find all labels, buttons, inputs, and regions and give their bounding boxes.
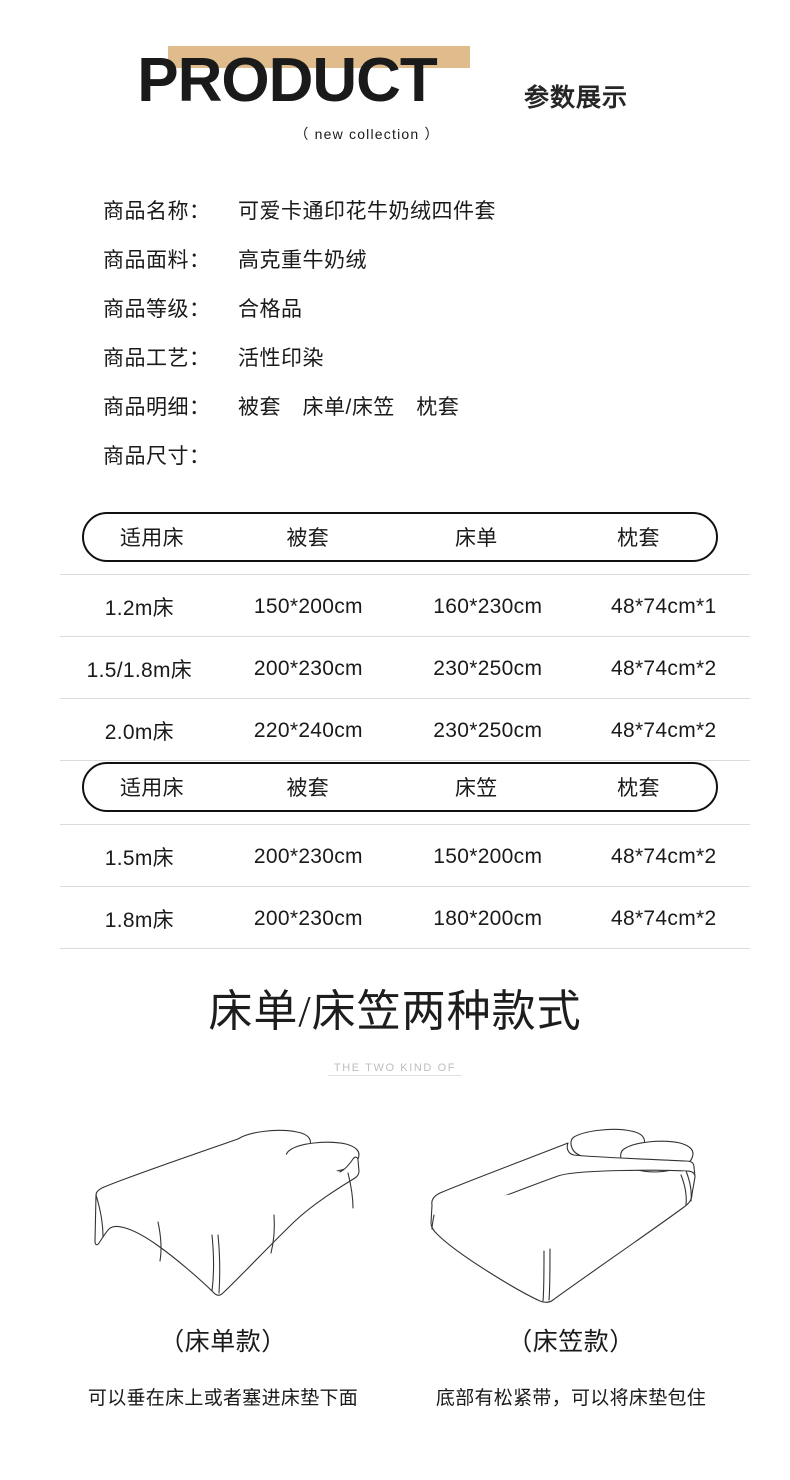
spec-row: 商品等级： 合格品 [103,293,703,342]
row-divider [60,824,750,825]
caption-description: 底部有松紧带，可以将床垫包住 [435,1388,707,1409]
table-row: 2.0m床 220*240cm 230*250cm 48*74cm*2 [60,698,750,764]
table-header-row: 适用床 被套 床笠 枕套 [82,762,718,812]
styles-section-heading: 床单/床笠两种款式 [208,987,582,1036]
table-cell: 230*250cm [433,657,543,680]
table-header-pill [82,762,718,812]
table-cell: 160*230cm [433,595,543,618]
table-cell: 1.2m床 [104,597,174,620]
row-divider [60,636,750,637]
spec-value: 活性印染 [238,347,324,370]
table-cell: 48*74cm*2 [611,719,717,742]
page-header: PRODUCT 参数展示 （ new collection ） [0,0,790,160]
spec-row: 商品面料： 高克重牛奶绒 [103,244,703,293]
row-divider [60,574,750,575]
caption-column-fitted-sheet: （床笠款） [396,1322,746,1358]
table-cell: 2.0m床 [104,721,174,744]
column-header: 床笠 [455,777,498,800]
table-cell: 150*200cm [433,845,543,868]
row-divider [60,760,750,761]
caption-column-flat-sheet-desc: 可以垂在床上或者塞进床垫下面 [48,1383,398,1410]
spec-value: 合格品 [238,298,303,321]
title-wrap: PRODUCT [0,48,790,118]
table-cell: 48*74cm*1 [611,595,717,618]
styles-section-subtitle: THE TWO KIND OF [327,1062,463,1076]
table-cell: 200*230cm [253,907,363,930]
new-collection-label: （ new collection ） [294,126,440,142]
table-cell: 220*240cm [253,719,363,742]
illustration-row [0,1115,790,1315]
spec-label: 商品名称： [103,200,211,223]
table-cell: 230*250cm [433,719,543,742]
column-header: 床单 [455,527,498,550]
table-header-pill [82,512,718,562]
column-header: 被套 [286,777,330,800]
title-accent-bar [168,46,470,68]
spec-label: 商品面料： [103,249,211,272]
column-header: 被套 [286,527,330,550]
page-title: PRODUCT [137,46,438,115]
row-divider [60,886,750,887]
table-cell: 200*230cm [253,657,363,680]
column-header: 适用床 [120,777,184,800]
table-cell: 180*200cm [433,907,543,930]
caption-title: （床笠款） [507,1328,635,1356]
spec-row: 商品工艺： 活性印染 [103,342,703,391]
spec-label: 商品尺寸： [103,445,211,468]
table-row: 1.5/1.8m床 200*230cm 230*250cm 48*74cm*2 [60,636,750,702]
spec-value: 被套 床单/床笠 枕套 [238,396,460,419]
page-subtitle-cn: 参数展示 [524,84,629,112]
table-cell: 48*74cm*2 [611,657,717,680]
column-header: 适用床 [120,527,184,550]
spec-row: 商品明细： 被套 床单/床笠 枕套 [103,391,703,440]
column-header: 枕套 [617,777,660,800]
fitted-sheet-bed-icon [398,1115,738,1315]
spec-row: 商品尺寸： [103,440,703,489]
table-cell: 1.5/1.8m床 [86,659,193,682]
column-header: 枕套 [617,527,660,550]
caption-description: 可以垂在床上或者塞进床垫下面 [87,1388,359,1409]
table-row: 1.5m床 200*230cm 150*200cm 48*74cm*2 [60,824,750,890]
table-cell: 1.5m床 [104,847,174,870]
styles-section-subtitle-wrap: THE TWO KIND OF [0,1058,790,1076]
spec-value: 高克重牛奶绒 [238,249,367,272]
caption-title: （床单款） [159,1328,287,1356]
spec-label: 商品等级： [103,298,211,321]
row-divider [60,698,750,699]
table-cell: 1.8m床 [104,909,174,932]
spec-value: 可爱卡通印花牛奶绒四件套 [238,200,496,223]
table-cell: 150*200cm [253,595,363,618]
specification-list: 商品名称： 可爱卡通印花牛奶绒四件套 商品面料： 高克重牛奶绒 商品等级： 合格… [103,195,703,489]
table-row: 1.2m床 150*200cm 160*230cm 48*74cm*1 [60,574,750,640]
spec-label: 商品明细： [103,396,211,419]
flat-sheet-bed-icon [62,1115,402,1315]
table-cell: 48*74cm*2 [611,907,717,930]
table-cell: 200*230cm [253,845,363,868]
table-row: 1.8m床 200*230cm 180*200cm 48*74cm*2 [60,886,750,952]
caption-column-flat-sheet: （床单款） [48,1322,398,1358]
row-divider [60,948,750,949]
spec-row: 商品名称： 可爱卡通印花牛奶绒四件套 [103,195,703,244]
spec-label: 商品工艺： [103,347,211,370]
table-header-row: 适用床 被套 床单 枕套 [82,512,718,562]
caption-column-fitted-sheet-desc: 底部有松紧带，可以将床垫包住 [396,1383,746,1410]
table-cell: 48*74cm*2 [611,845,717,868]
